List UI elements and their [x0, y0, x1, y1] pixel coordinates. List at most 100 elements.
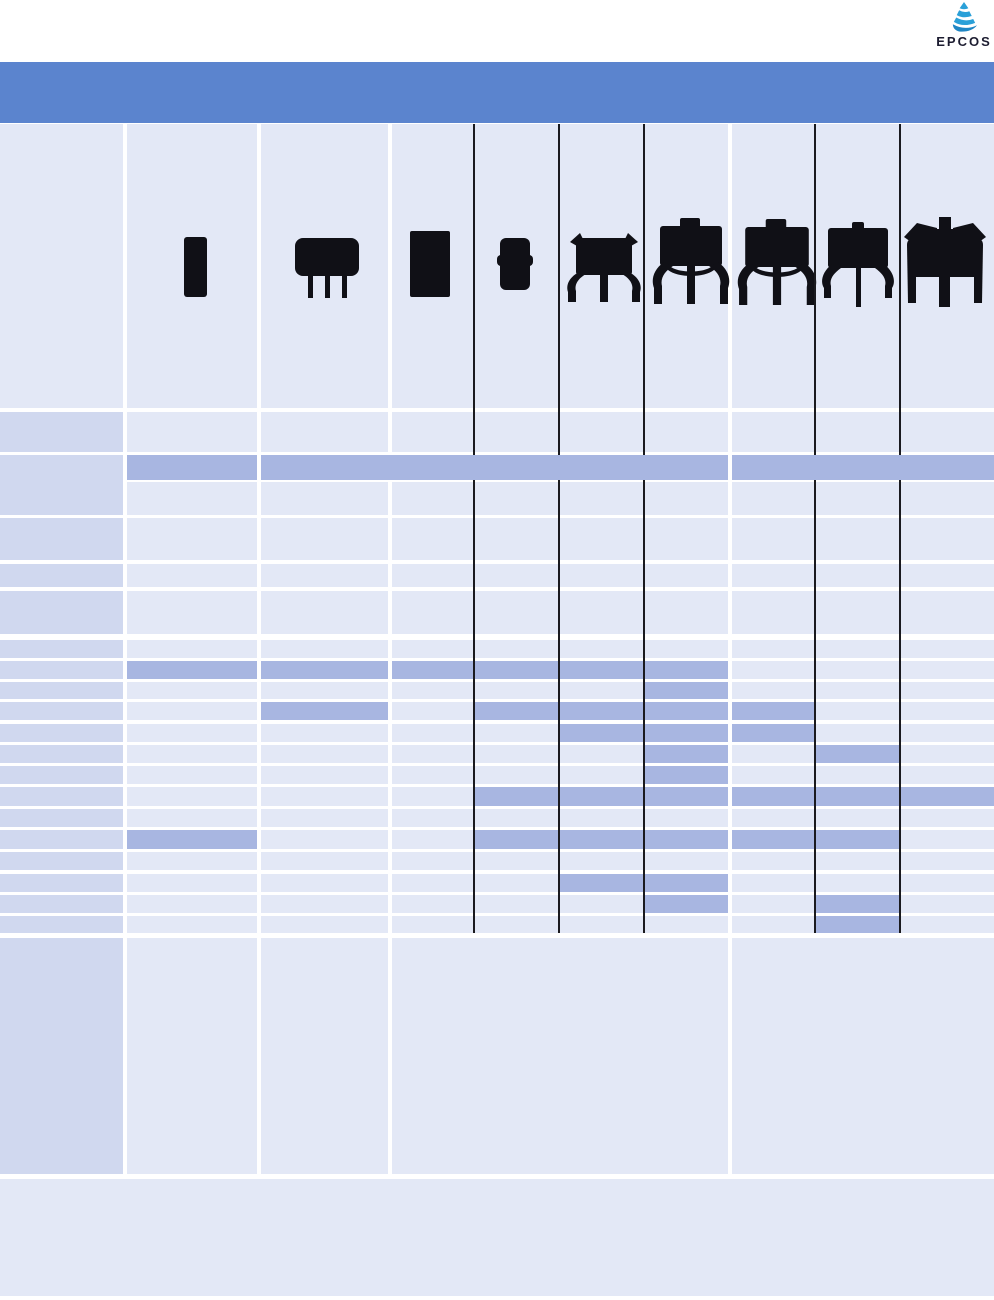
table-cell — [392, 412, 475, 452]
table-cell — [816, 702, 901, 720]
block-icon — [410, 231, 450, 297]
table-cell — [127, 591, 257, 634]
highlight-cell — [560, 787, 645, 806]
table-cell — [475, 809, 560, 827]
table-cell — [261, 938, 388, 1174]
table-cell — [392, 787, 475, 806]
highlight-cell — [475, 787, 560, 806]
table-cell — [732, 766, 816, 784]
table-cell — [560, 564, 645, 587]
leaded-disk-tab2-icon — [737, 219, 817, 307]
row-header-cell — [0, 518, 123, 560]
table-cell — [392, 518, 475, 560]
highlight-cell — [261, 702, 388, 720]
row-header-cell — [0, 916, 123, 933]
table-cell — [732, 412, 816, 452]
leaded-disk-flange-icon — [903, 215, 987, 307]
highlight-cell — [560, 661, 645, 679]
table-cell — [645, 852, 728, 870]
table-cell — [392, 724, 475, 742]
vertical-rule — [899, 124, 901, 455]
table-cell — [392, 852, 475, 870]
highlight-cell — [732, 830, 816, 849]
table-cell — [261, 830, 388, 849]
table-cell — [732, 564, 816, 587]
table-cell — [261, 518, 388, 560]
table-cell — [560, 591, 645, 634]
table-cell — [261, 874, 388, 892]
table-cell — [560, 412, 645, 452]
table-cell — [732, 895, 816, 913]
table-cell — [901, 518, 994, 560]
highlight-cell — [645, 682, 728, 699]
table-cell — [645, 518, 728, 560]
table-cell — [560, 745, 645, 763]
category-band-cell — [261, 455, 728, 480]
table-cell — [560, 916, 645, 933]
highlight-cell — [645, 874, 728, 892]
table-cell — [732, 591, 816, 634]
vertical-rule — [473, 480, 475, 933]
table-cell — [392, 682, 475, 699]
epcos-cone-icon — [952, 2, 978, 32]
category-band-cell — [127, 455, 257, 480]
table-cell — [392, 564, 475, 587]
epcos-logo-text: EPCOS — [936, 34, 992, 49]
table-cell — [127, 938, 257, 1174]
table-cell — [732, 938, 994, 1174]
table-cell — [901, 640, 994, 658]
row-header-cell — [0, 830, 123, 849]
highlight-cell — [645, 724, 728, 742]
row-header-cell — [0, 766, 123, 784]
table-cell — [816, 661, 901, 679]
table-cell — [816, 564, 901, 587]
table-cell — [645, 809, 728, 827]
row-header-cell — [0, 809, 123, 827]
table-cell — [901, 830, 994, 849]
table-cell — [816, 852, 901, 870]
table-cell — [475, 482, 560, 515]
table-cell — [901, 682, 994, 699]
table-cell — [816, 809, 901, 827]
table-cell — [392, 591, 475, 634]
highlight-cell — [560, 724, 645, 742]
row-header-cell — [0, 591, 123, 634]
highlight-cell — [645, 745, 728, 763]
table-cell — [901, 766, 994, 784]
epcos-logo: EPCOS — [935, 2, 993, 49]
table-cell — [732, 852, 816, 870]
table-cell — [901, 852, 994, 870]
table-cell — [560, 640, 645, 658]
table-cell — [732, 482, 816, 515]
table-cell — [901, 564, 994, 587]
highlight-cell — [475, 661, 560, 679]
highlight-cell — [816, 787, 901, 806]
highlight-cell — [475, 830, 560, 849]
table-cell — [475, 682, 560, 699]
table-cell — [261, 482, 388, 515]
leaded-disk-small-icon — [565, 228, 643, 305]
highlight-cell — [816, 916, 901, 933]
highlight-cell — [732, 702, 816, 720]
row-header-cell — [0, 661, 123, 679]
table-cell — [127, 682, 257, 699]
header-band — [0, 62, 994, 123]
highlight-cell — [261, 661, 388, 679]
row-header-cell — [0, 787, 123, 806]
row-header-cell — [0, 938, 123, 1174]
table-cell — [560, 766, 645, 784]
table-cell — [901, 809, 994, 827]
table-cell — [560, 852, 645, 870]
table-cell — [127, 518, 257, 560]
table-cell — [901, 661, 994, 679]
table-cell — [392, 809, 475, 827]
highlight-cell — [127, 661, 257, 679]
row-header-cell — [0, 455, 123, 515]
table-cell — [732, 661, 816, 679]
highlight-cell — [475, 702, 560, 720]
table-cell — [475, 766, 560, 784]
vertical-rule — [473, 124, 475, 455]
smd-chip-icon — [183, 237, 208, 297]
